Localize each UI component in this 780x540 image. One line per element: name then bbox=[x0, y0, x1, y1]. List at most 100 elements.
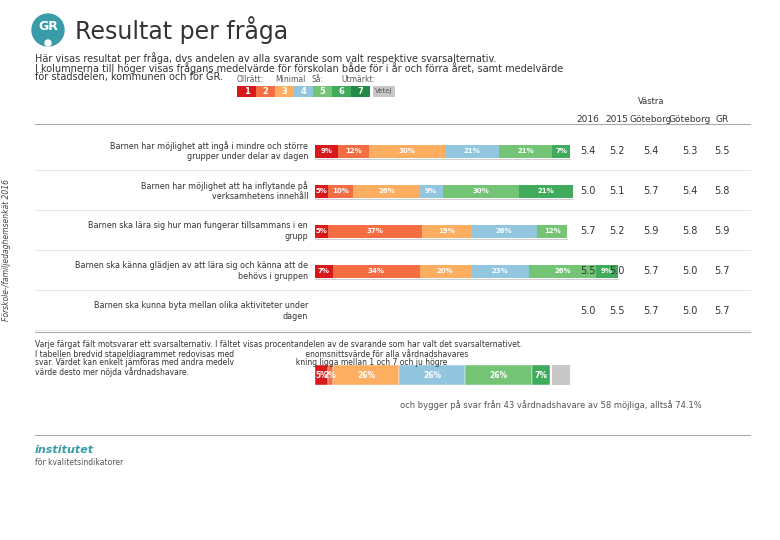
Text: 26%: 26% bbox=[490, 370, 508, 380]
Text: Barnen har möjlighet att ha inflytande på
verksamhetens innehåll: Barnen har möjlighet att ha inflytande p… bbox=[141, 181, 308, 201]
Text: 26%: 26% bbox=[554, 268, 571, 274]
FancyBboxPatch shape bbox=[422, 225, 470, 238]
FancyBboxPatch shape bbox=[315, 225, 328, 238]
Text: Barnen ska lära sig hur man fungerar tillsammans i en
grupp: Barnen ska lära sig hur man fungerar til… bbox=[88, 221, 308, 241]
Text: 5.7: 5.7 bbox=[714, 306, 730, 316]
Text: 3: 3 bbox=[282, 87, 287, 96]
Text: 5.2: 5.2 bbox=[609, 226, 625, 236]
FancyBboxPatch shape bbox=[294, 86, 313, 97]
Text: 2%: 2% bbox=[324, 370, 337, 380]
Text: 5.7: 5.7 bbox=[644, 306, 659, 316]
Text: 7: 7 bbox=[357, 87, 363, 96]
Circle shape bbox=[45, 40, 51, 46]
Text: 1: 1 bbox=[243, 87, 250, 96]
Text: Resultat per fråga: Resultat per fråga bbox=[75, 16, 288, 44]
FancyBboxPatch shape bbox=[315, 265, 333, 278]
FancyBboxPatch shape bbox=[519, 185, 573, 198]
Text: 5%: 5% bbox=[315, 228, 328, 234]
Text: 5.0: 5.0 bbox=[682, 266, 697, 276]
FancyBboxPatch shape bbox=[466, 365, 532, 385]
Text: 5.5: 5.5 bbox=[714, 146, 730, 156]
Text: 5.4: 5.4 bbox=[580, 146, 596, 156]
Text: för stadsdelen, kommunen och för GR.: för stadsdelen, kommunen och för GR. bbox=[35, 72, 223, 82]
Text: Så:: Så: bbox=[311, 75, 323, 84]
FancyBboxPatch shape bbox=[420, 185, 442, 198]
FancyBboxPatch shape bbox=[315, 365, 328, 385]
Text: 30%: 30% bbox=[399, 148, 415, 154]
FancyBboxPatch shape bbox=[551, 365, 569, 385]
FancyBboxPatch shape bbox=[399, 365, 466, 385]
Text: 5.8: 5.8 bbox=[714, 186, 729, 196]
Text: I kolumnerna till höger visas frågans medelvärde för förskolan både för i år och: I kolumnerna till höger visas frågans me… bbox=[35, 62, 563, 74]
Text: 23%: 23% bbox=[491, 268, 509, 274]
FancyBboxPatch shape bbox=[256, 86, 275, 97]
Text: 5.5: 5.5 bbox=[609, 306, 625, 316]
FancyBboxPatch shape bbox=[275, 86, 294, 97]
Text: 21%: 21% bbox=[537, 188, 554, 194]
Text: Göteborg: Göteborg bbox=[668, 115, 711, 124]
Text: Barnen har möjlighet att ingå i mindre och större
grupper under delar av dagen: Barnen har möjlighet att ingå i mindre o… bbox=[110, 141, 308, 161]
Text: 9%: 9% bbox=[601, 268, 613, 274]
Text: 5.1: 5.1 bbox=[609, 186, 625, 196]
Text: I tabellen bredvid stapeldiagrammet redovisas med                              e: I tabellen bredvid stapeldiagrammet redo… bbox=[35, 349, 468, 359]
FancyBboxPatch shape bbox=[470, 265, 529, 278]
Text: 6: 6 bbox=[339, 87, 345, 96]
Text: 5.7: 5.7 bbox=[644, 266, 659, 276]
Text: 5.0: 5.0 bbox=[580, 186, 596, 196]
Text: GR: GR bbox=[38, 19, 58, 32]
FancyBboxPatch shape bbox=[328, 365, 333, 385]
Text: 5.7: 5.7 bbox=[644, 186, 659, 196]
Text: 5.8: 5.8 bbox=[682, 226, 697, 236]
Text: 5.2: 5.2 bbox=[609, 146, 625, 156]
Text: Vetej: Vetej bbox=[375, 89, 393, 94]
Text: 20%: 20% bbox=[437, 268, 453, 274]
FancyBboxPatch shape bbox=[328, 185, 353, 198]
FancyBboxPatch shape bbox=[532, 365, 550, 385]
Circle shape bbox=[32, 14, 64, 46]
Text: 26%: 26% bbox=[378, 188, 395, 194]
Text: 5.9: 5.9 bbox=[644, 226, 658, 236]
Text: svar. Värdet kan enkelt jämföras med andra medelv                          kning: svar. Värdet kan enkelt jämföras med and… bbox=[35, 358, 448, 367]
Text: 2: 2 bbox=[263, 87, 268, 96]
Text: 26%: 26% bbox=[495, 228, 512, 234]
Text: och bygger på svar från 43 vårdnadshavare av 58 möjliga, alltså 74.1%: och bygger på svar från 43 vårdnadshavar… bbox=[400, 400, 702, 410]
Text: Göteborg: Göteborg bbox=[629, 115, 672, 124]
FancyBboxPatch shape bbox=[237, 86, 256, 97]
Text: Minimal: Minimal bbox=[275, 75, 306, 84]
Text: GR: GR bbox=[715, 115, 729, 124]
Text: 21%: 21% bbox=[517, 148, 534, 154]
Text: 7%: 7% bbox=[555, 148, 567, 154]
Text: Barnen ska känna glädjen av att lära sig och känna att de
behövs i gruppen: Barnen ska känna glädjen av att lära sig… bbox=[75, 261, 308, 281]
Text: 5.0: 5.0 bbox=[682, 306, 697, 316]
FancyBboxPatch shape bbox=[332, 86, 351, 97]
Text: 5.0: 5.0 bbox=[580, 306, 596, 316]
Text: 7%: 7% bbox=[318, 268, 330, 274]
Text: Ollrätt:: Ollrätt: bbox=[237, 75, 264, 84]
Text: 12%: 12% bbox=[345, 148, 362, 154]
FancyBboxPatch shape bbox=[353, 185, 420, 198]
FancyBboxPatch shape bbox=[470, 225, 537, 238]
FancyBboxPatch shape bbox=[498, 145, 552, 158]
Text: 7%: 7% bbox=[534, 370, 548, 380]
Text: Varje färgat fält motsvarar ett svarsalternativ. I fältet visas procentandelen a: Varje färgat fält motsvarar ett svarsalt… bbox=[35, 340, 523, 349]
Text: Utmärkt:: Utmärkt: bbox=[342, 75, 376, 84]
Text: institutet: institutet bbox=[35, 445, 94, 455]
Text: värde desto mer nöjda vårdnadshavare.: värde desto mer nöjda vårdnadshavare. bbox=[35, 367, 189, 377]
FancyBboxPatch shape bbox=[315, 145, 338, 158]
FancyBboxPatch shape bbox=[529, 265, 595, 278]
FancyBboxPatch shape bbox=[373, 86, 395, 97]
Text: 4: 4 bbox=[300, 87, 307, 96]
FancyBboxPatch shape bbox=[420, 265, 470, 278]
Text: 5.4: 5.4 bbox=[682, 186, 697, 196]
Text: 9%: 9% bbox=[425, 188, 437, 194]
Text: 5.0: 5.0 bbox=[609, 266, 625, 276]
Text: 5%: 5% bbox=[315, 370, 328, 380]
FancyBboxPatch shape bbox=[595, 265, 619, 278]
Text: Förskole-/familjedaghemsenkät 2016: Förskole-/familjedaghemsenkät 2016 bbox=[2, 179, 12, 321]
Text: 2015: 2015 bbox=[605, 115, 629, 124]
FancyBboxPatch shape bbox=[369, 145, 445, 158]
Text: 21%: 21% bbox=[463, 148, 480, 154]
Text: för kvalitetsindikatorer: för kvalitetsindikatorer bbox=[35, 458, 123, 467]
FancyBboxPatch shape bbox=[333, 365, 399, 385]
FancyBboxPatch shape bbox=[328, 225, 422, 238]
